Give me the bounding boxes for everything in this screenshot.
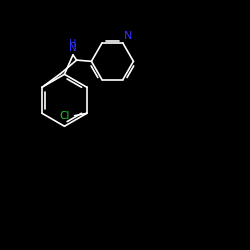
Text: N: N bbox=[124, 31, 132, 41]
Text: N: N bbox=[69, 43, 77, 53]
Text: Cl: Cl bbox=[59, 111, 70, 121]
Text: H: H bbox=[69, 39, 77, 49]
